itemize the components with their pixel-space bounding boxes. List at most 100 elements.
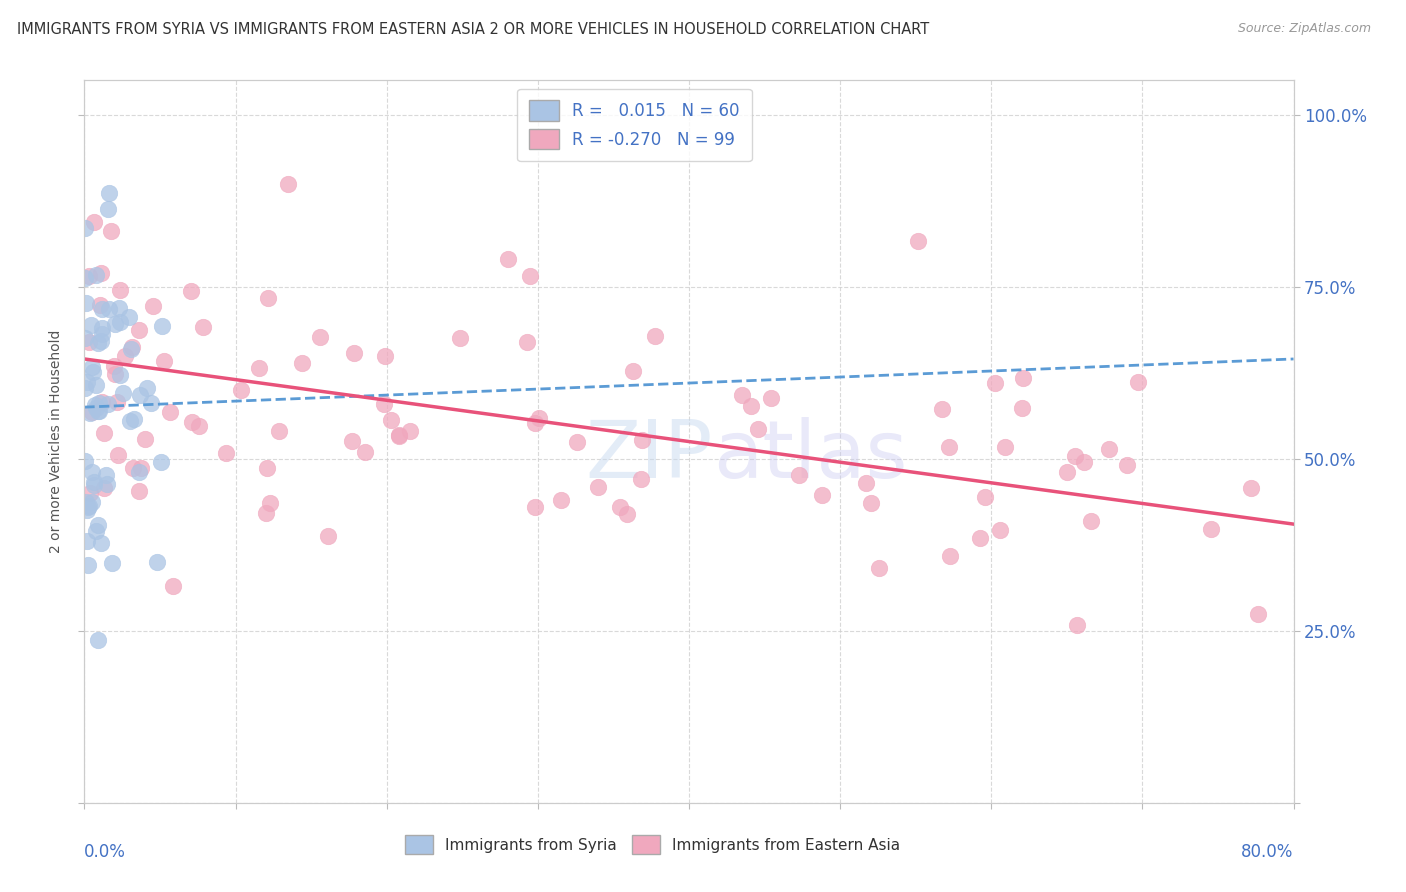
Point xyxy=(374,349,396,363)
Point xyxy=(83,215,105,229)
Point xyxy=(87,632,110,647)
Point xyxy=(122,412,145,426)
Point xyxy=(1011,371,1033,385)
Point xyxy=(135,381,157,395)
Point xyxy=(388,429,411,443)
Point xyxy=(1247,607,1270,621)
Point xyxy=(527,411,550,425)
Point xyxy=(107,448,129,462)
Point xyxy=(128,323,150,337)
Point xyxy=(90,334,112,348)
Point xyxy=(128,465,150,479)
Point xyxy=(80,359,103,374)
Point xyxy=(1201,522,1223,536)
Point xyxy=(90,266,112,280)
Point xyxy=(77,269,100,284)
Point xyxy=(100,224,122,238)
Point xyxy=(87,335,110,350)
Point xyxy=(114,350,136,364)
Point xyxy=(939,549,962,563)
Point xyxy=(122,461,145,475)
Point xyxy=(77,500,100,515)
Point xyxy=(994,441,1017,455)
Point xyxy=(449,331,471,345)
Point xyxy=(142,299,165,313)
Text: 80.0%: 80.0% xyxy=(1241,843,1294,861)
Point xyxy=(257,291,280,305)
Text: ZIP: ZIP xyxy=(586,417,713,495)
Point xyxy=(740,399,762,413)
Point xyxy=(860,496,883,510)
Point xyxy=(77,334,100,349)
Point xyxy=(1126,375,1149,389)
Point xyxy=(105,395,128,409)
Point xyxy=(90,535,112,549)
Point xyxy=(1056,465,1078,479)
Point xyxy=(868,560,890,574)
Point xyxy=(398,424,420,438)
Point xyxy=(931,401,953,416)
Point xyxy=(630,472,652,486)
Point xyxy=(938,440,960,454)
Point xyxy=(79,486,101,500)
Point xyxy=(988,523,1011,537)
Point xyxy=(83,478,105,492)
Point xyxy=(76,375,98,389)
Point xyxy=(354,444,377,458)
Point xyxy=(84,398,107,412)
Point xyxy=(789,467,811,482)
Point xyxy=(621,364,644,378)
Point xyxy=(91,321,114,335)
Point xyxy=(1239,481,1261,495)
Point xyxy=(973,491,995,505)
Point xyxy=(98,186,121,200)
Point xyxy=(523,417,546,431)
Point xyxy=(630,433,652,447)
Point xyxy=(75,495,97,509)
Point xyxy=(82,495,104,509)
Point xyxy=(316,529,339,543)
Point xyxy=(254,506,277,520)
Point xyxy=(150,319,173,334)
Point xyxy=(565,434,588,449)
Point xyxy=(75,454,97,468)
Point xyxy=(180,415,202,429)
Point xyxy=(75,331,97,345)
Point xyxy=(96,476,118,491)
Point xyxy=(94,468,117,483)
Point xyxy=(91,301,114,316)
Point xyxy=(108,368,131,383)
Point xyxy=(811,488,834,502)
Point xyxy=(118,310,141,324)
Point xyxy=(1115,458,1137,472)
Point xyxy=(180,284,202,298)
Point xyxy=(231,383,253,397)
Point xyxy=(82,365,104,379)
Point xyxy=(87,403,110,417)
Point xyxy=(80,318,103,332)
Point xyxy=(121,340,143,354)
Text: IMMIGRANTS FROM SYRIA VS IMMIGRANTS FROM EASTERN ASIA 2 OR MORE VEHICLES IN HOUS: IMMIGRANTS FROM SYRIA VS IMMIGRANTS FROM… xyxy=(17,22,929,37)
Point xyxy=(984,376,1007,390)
Point xyxy=(87,404,110,418)
Point xyxy=(75,221,97,235)
Point xyxy=(80,404,103,418)
Point xyxy=(609,500,631,515)
Point xyxy=(267,425,290,439)
Point xyxy=(616,507,638,521)
Point xyxy=(120,343,142,357)
Point xyxy=(101,556,124,570)
Point xyxy=(145,555,167,569)
Point xyxy=(259,496,281,510)
Point xyxy=(187,419,209,434)
Point xyxy=(340,434,363,448)
Point xyxy=(550,492,572,507)
Point xyxy=(907,235,929,249)
Point xyxy=(129,460,152,475)
Point xyxy=(76,533,98,548)
Point xyxy=(277,177,299,191)
Point xyxy=(1080,514,1102,528)
Point xyxy=(1063,450,1085,464)
Point xyxy=(77,558,100,572)
Point xyxy=(153,354,176,368)
